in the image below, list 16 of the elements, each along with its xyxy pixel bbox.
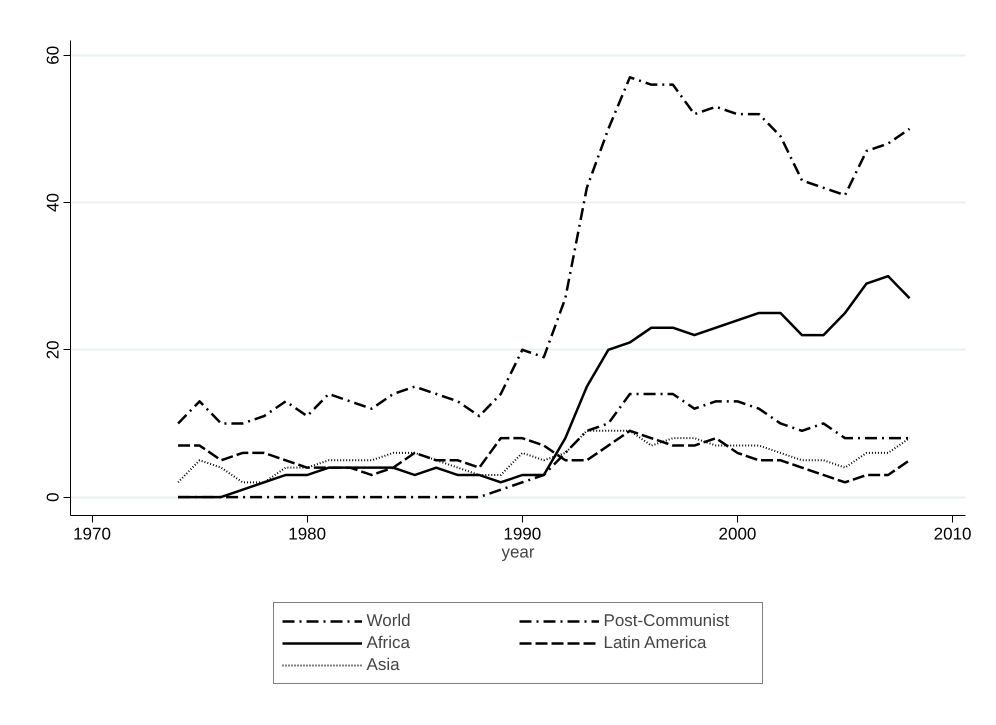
x-tick-label: 2000 [718,524,756,544]
legend-label: Post-Communist [604,610,730,630]
legend-label: Africa [366,632,411,652]
line-series [176,76,911,425]
y-tick-label: 60 [44,46,62,65]
legend-label: World [366,610,412,630]
legend-label: Asia [366,654,401,674]
y-tick-label: 0 [44,492,62,502]
y-tick-label: 20 [44,340,62,360]
x-tick-label: 1990 [503,524,542,544]
legend-label: Latin America [604,632,708,652]
y-tick-label: 40 [44,193,62,212]
x-axis-title: year [501,542,535,562]
x-tick-label: 2010 [934,524,972,544]
x-tick-label: 1980 [288,524,326,544]
x-tick-label: 1970 [73,524,111,544]
